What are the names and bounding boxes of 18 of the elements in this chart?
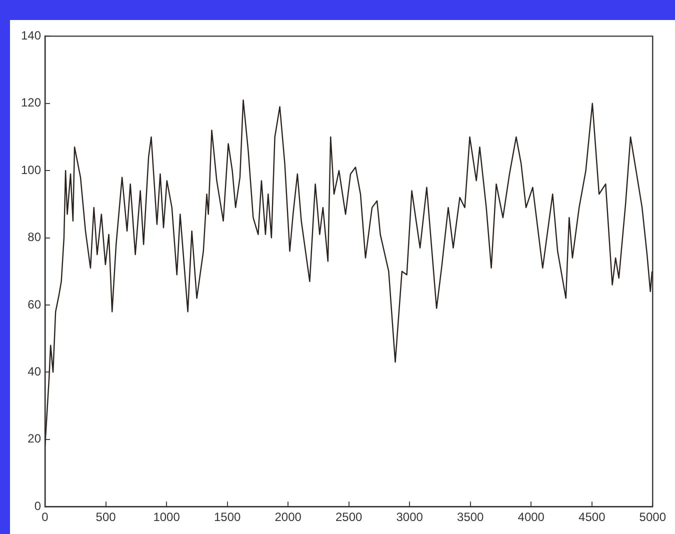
y-tick-label: 20 — [28, 432, 42, 446]
x-tick-label: 3500 — [457, 510, 484, 524]
x-tick-label: 500 — [96, 510, 116, 524]
x-tick-label: 2500 — [335, 510, 363, 524]
x-tick-label: 3000 — [396, 510, 424, 524]
x-tick-label: 5000 — [639, 510, 666, 524]
y-tick-label: 100 — [20, 162, 42, 177]
y-tick-label: 140 — [20, 28, 42, 43]
x-tick-label: 4500 — [578, 510, 606, 524]
x-tick-label: 1500 — [214, 510, 241, 524]
x-tick-label: 2000 — [274, 510, 302, 524]
y-tick-label: 60 — [28, 297, 42, 312]
x-tick-label: 1000 — [153, 510, 180, 524]
y-tick-label: 40 — [28, 364, 42, 379]
y-tick-label: 0 — [34, 498, 42, 513]
y-tick-label: 120 — [20, 96, 42, 110]
x-tick-label: 4000 — [518, 510, 545, 524]
y-tick-label: 80 — [28, 230, 42, 244]
